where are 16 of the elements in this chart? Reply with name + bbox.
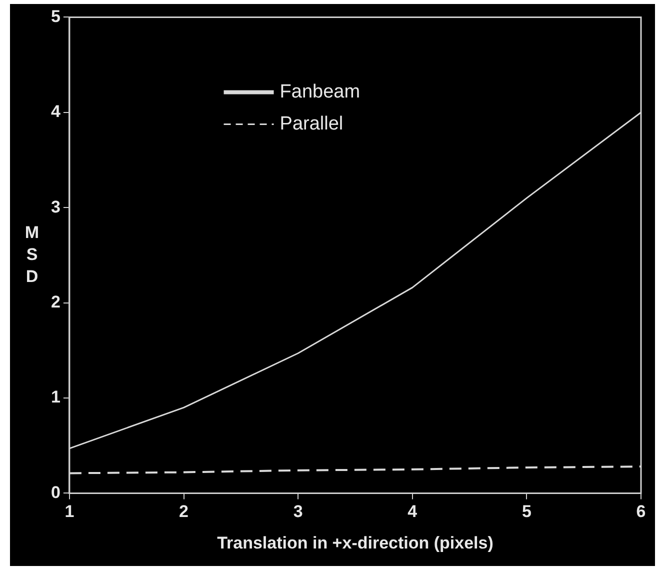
- x-tick-label: 4: [408, 502, 418, 522]
- y-tick-label: 1: [50, 388, 60, 407]
- y-tick-label: 4: [50, 102, 61, 122]
- y-tick-label: 3: [50, 197, 60, 216]
- y-tick-label: 2: [50, 292, 60, 312]
- x-tick-label: 2: [179, 502, 188, 522]
- x-tick-label: 1: [64, 502, 74, 522]
- x-tick-label: 6: [636, 502, 646, 522]
- legend-label: Parallel: [280, 113, 344, 134]
- y-tick-label: 5: [50, 6, 60, 26]
- x-tick-label: 5: [522, 502, 532, 522]
- x-axis-title: Translation in +x-direction (pixels): [217, 533, 494, 552]
- x-tick-label: 3: [293, 502, 303, 522]
- legend-label: Fanbeam: [280, 81, 360, 102]
- y-tick-label: 0: [50, 482, 60, 502]
- y-axis-title: MSD: [24, 222, 40, 286]
